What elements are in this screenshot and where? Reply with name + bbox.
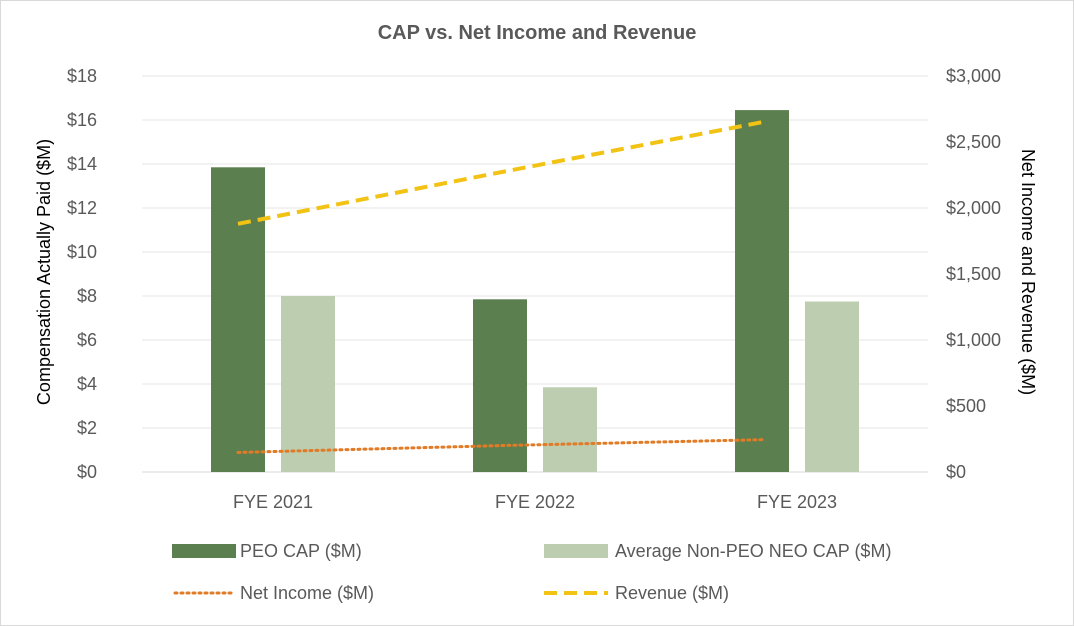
legend: PEO CAP ($M) Average Non-PEO NEO CAP ($M)…: [172, 541, 891, 603]
y-tick-label: $2: [77, 418, 97, 438]
revenue-line: [237, 120, 763, 226]
y2-tick-label: $500: [946, 396, 986, 416]
bar-non-peo-cap: [805, 301, 859, 472]
y2-tick-label: $3,000: [946, 66, 1001, 86]
bar-peo-cap: [211, 167, 265, 473]
legend-peo-cap-label: PEO CAP ($M): [240, 541, 362, 561]
y2-tick-label: $1,500: [946, 264, 1001, 284]
y2-axis-ticks: $0 $500 $1,000 $1,500 $2,000 $2,500 $3,000: [946, 66, 1001, 482]
y2-tick-label: $2,500: [946, 132, 1001, 152]
y-tick-label: $14: [67, 154, 97, 174]
y2-tick-label: $1,000: [946, 330, 1001, 350]
gridlines: [142, 75, 928, 473]
y-tick-label: $0: [77, 462, 97, 482]
bars: [211, 110, 859, 473]
y2-tick-label: $0: [946, 462, 966, 482]
y-axis-ticks: $0 $2 $4 $6 $8 $10 $12 $14 $16 $18: [67, 66, 97, 482]
y-tick-label: $16: [67, 110, 97, 130]
y-axis-label: Compensation Actually Paid ($M): [34, 139, 54, 405]
x-tick-label: FYE 2021: [233, 492, 313, 512]
y-tick-label: $12: [67, 198, 97, 218]
y2-axis-label: Net Income and Revenue ($M): [1018, 149, 1038, 395]
net-income-line: [236, 438, 764, 454]
lines: [236, 120, 764, 454]
bar-non-peo-cap: [543, 387, 597, 472]
x-tick-label: FYE 2022: [495, 492, 575, 512]
bar-non-peo-cap: [281, 296, 335, 472]
y-tick-label: $18: [67, 66, 97, 86]
legend-non-peo-cap-swatch: [544, 544, 608, 558]
legend-net-income-label: Net Income ($M): [240, 583, 374, 603]
chart-title: CAP vs. Net Income and Revenue: [378, 22, 697, 44]
y2-tick-label: $2,000: [946, 198, 1001, 218]
y-tick-label: $10: [67, 242, 97, 262]
y-tick-label: $8: [77, 286, 97, 306]
x-axis-ticks: FYE 2021 FYE 2022 FYE 2023: [233, 492, 837, 512]
legend-peo-cap-swatch: [172, 544, 236, 558]
legend-non-peo-cap-label: Average Non-PEO NEO CAP ($M): [615, 541, 891, 561]
bar-peo-cap: [735, 110, 789, 472]
bar-peo-cap: [473, 299, 527, 472]
y-tick-label: $4: [77, 374, 97, 394]
x-tick-label: FYE 2023: [757, 492, 837, 512]
y-tick-label: $6: [77, 330, 97, 350]
legend-revenue-label: Revenue ($M): [615, 583, 729, 603]
